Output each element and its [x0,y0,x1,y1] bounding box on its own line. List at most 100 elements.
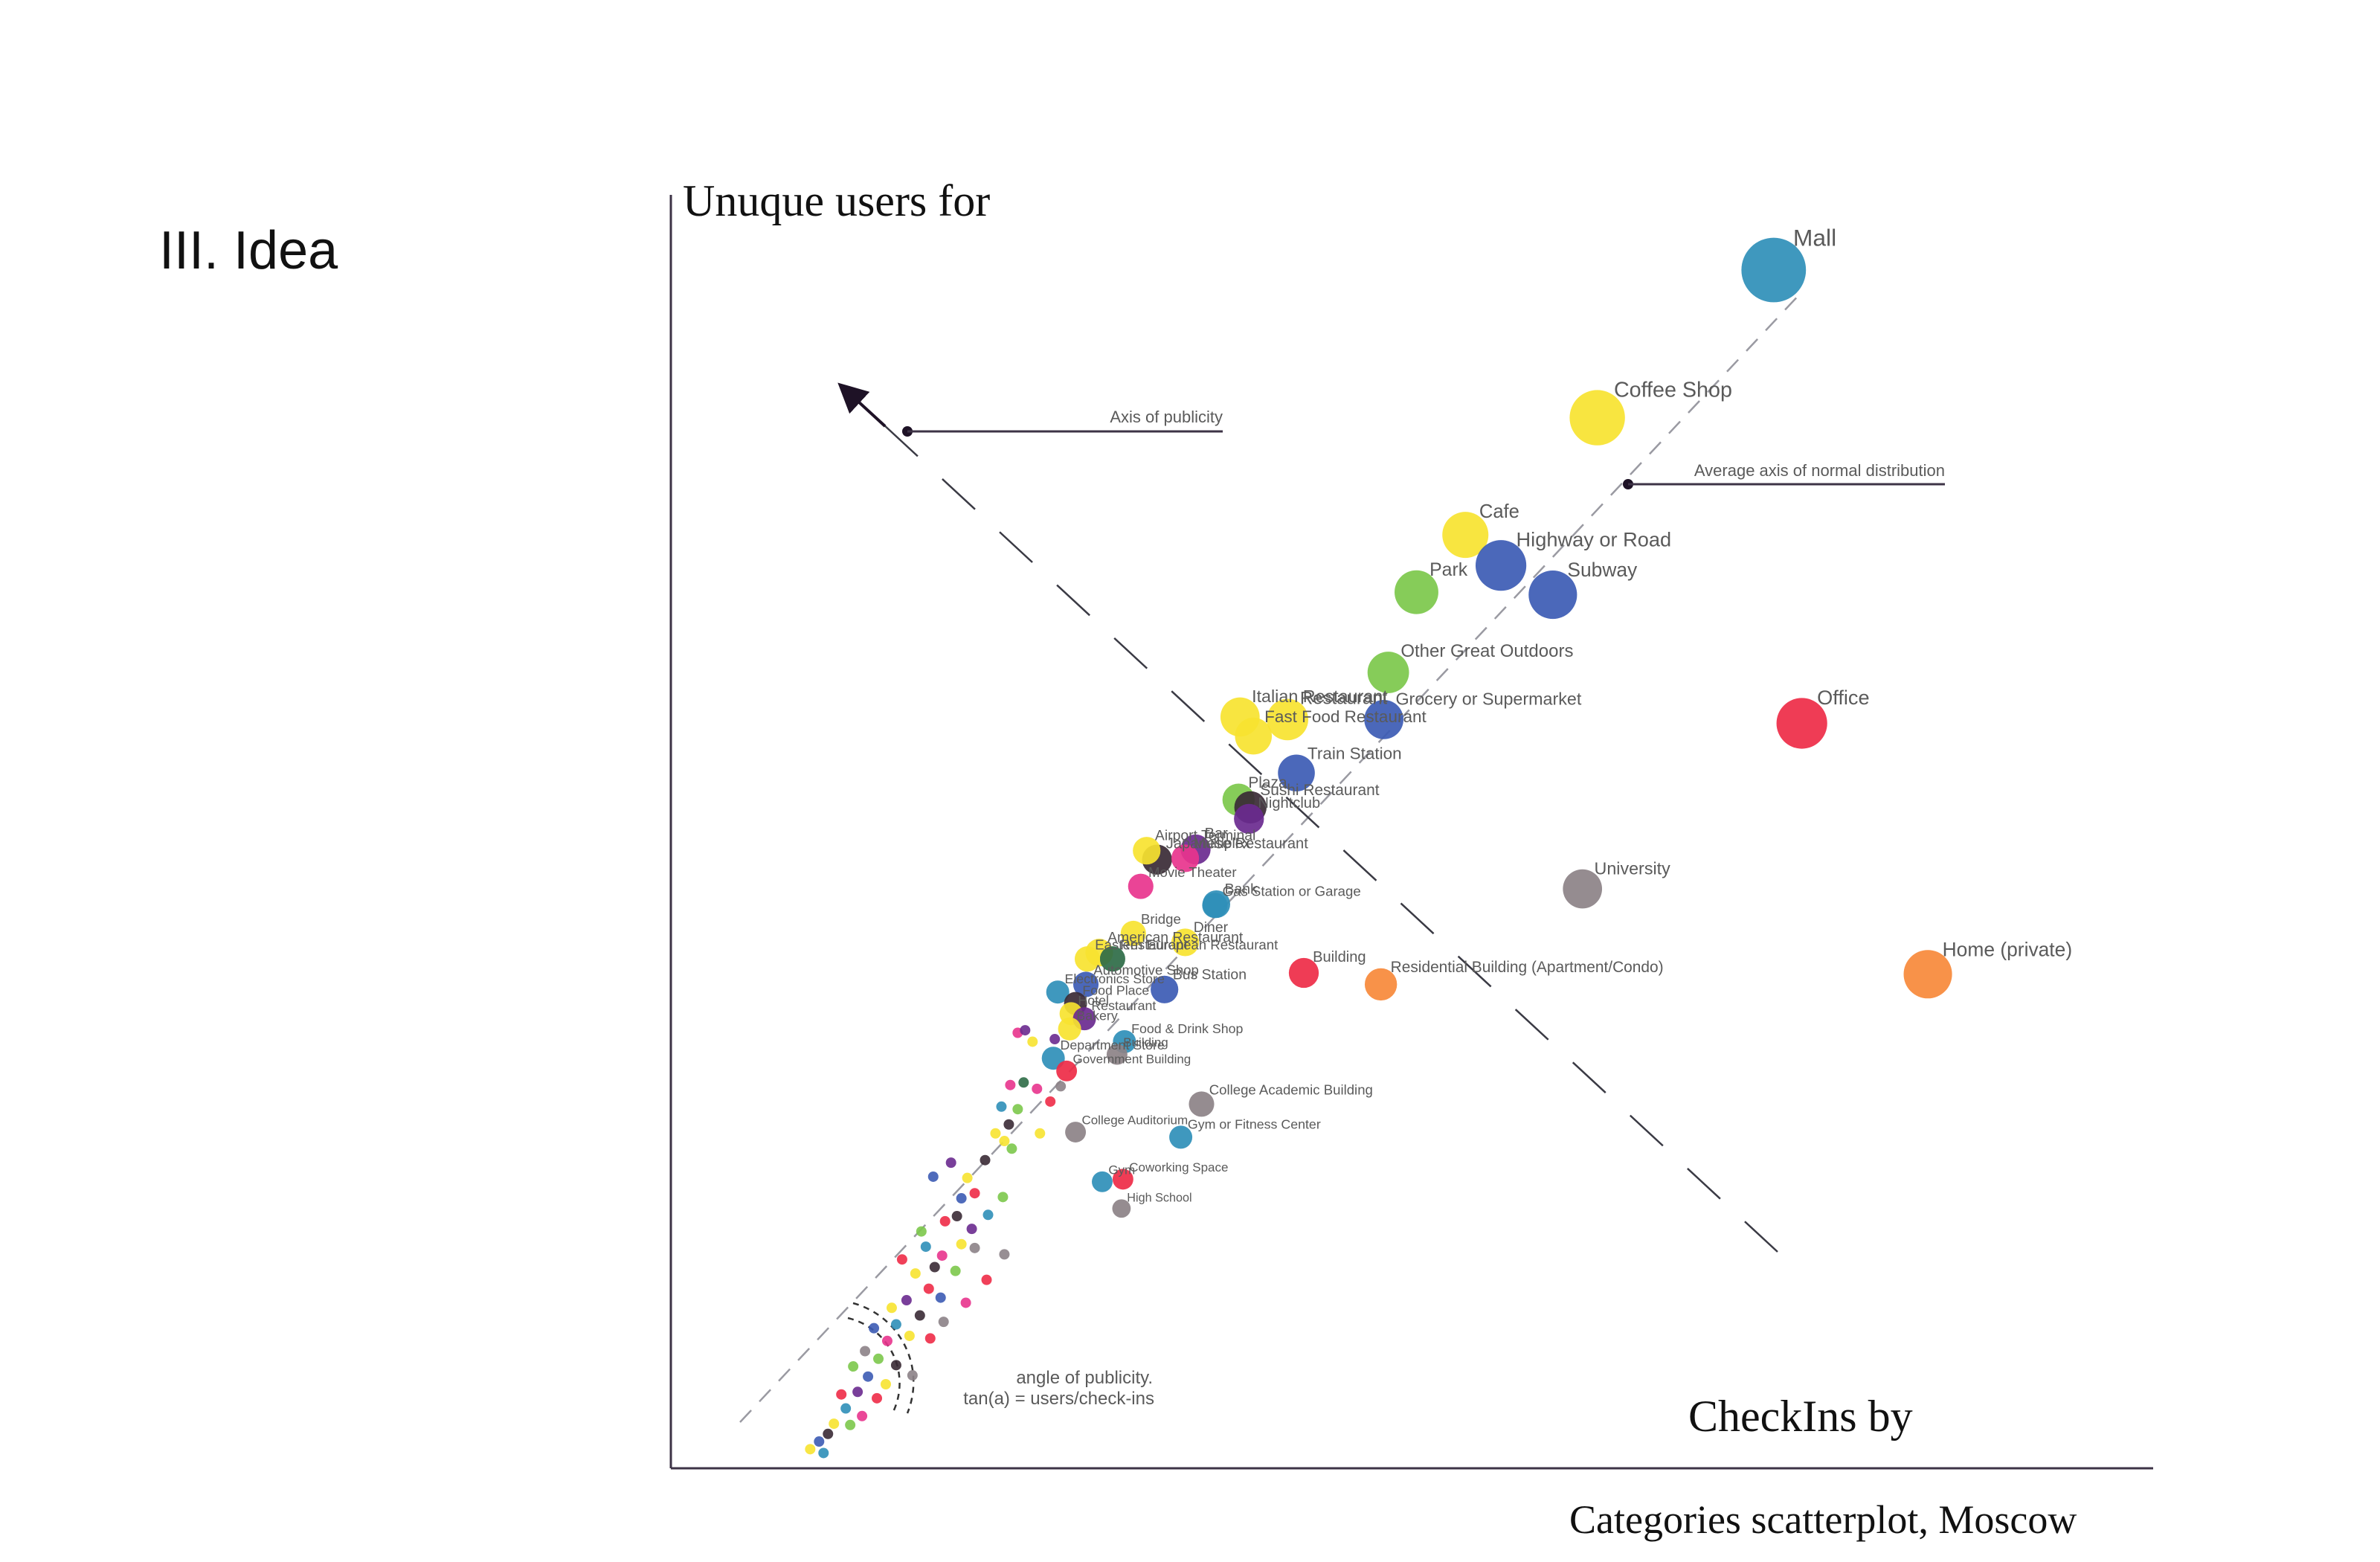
chart-caption: Categories scatterplot, Moscow [1569,1497,2077,1542]
data-label-government-building: Government Building [1073,1052,1191,1066]
data-point-minor [990,1128,1001,1139]
data-point-minor [945,1157,956,1169]
data-label-fast-food-restaurant: Fast Food Restaurant [1264,707,1427,726]
data-label-bar: Bar [1205,826,1229,842]
data-point-minor [927,1171,939,1182]
data-label-hotel: Hotel [1078,993,1109,1008]
data-point-minor [823,1428,834,1439]
data-point-multiplex [1171,844,1200,872]
data-point-minor [999,1249,1010,1260]
data-point-college-academic-building [1189,1091,1215,1117]
data-label-restaurant: Restaurant [1120,936,1189,952]
data-label-other-great-outdoors: Other Great Outdoors [1400,641,1573,661]
data-point-minor [805,1444,816,1455]
data-point-eastern-european-restaurant [1074,946,1101,972]
data-point-minor [969,1242,980,1253]
data-point-park [1395,570,1438,614]
data-point-fast-food-restaurant [1235,717,1273,755]
angle-label-line1: angle of publicity. [1016,1368,1153,1388]
data-label-diner: Diner [1194,919,1229,936]
publicity-axis-arrow [837,382,887,428]
data-point-minor [980,1154,991,1166]
data-point-automotive-shop [1072,971,1099,997]
data-point-gym [1092,1171,1113,1192]
data-point-minor [904,1330,915,1341]
data-label-bridge: Bridge [1141,911,1181,927]
data-label-building: Building [1313,949,1366,965]
data-point-minor [1045,1096,1056,1107]
data-point-minor [982,1209,994,1221]
data-label-college-academic-building: College Academic Building [1209,1082,1373,1098]
data-point-electronics-store [1046,980,1070,1004]
data-point-minor [910,1268,921,1279]
data-label-mall: Mall [1793,224,1836,251]
publicity-axis [862,405,1778,1253]
data-point-other-great-outdoors [1367,652,1409,693]
data-point-restaurant [1267,698,1308,741]
data-label-food-drink-shop: Food & Drink Shop [1131,1021,1243,1036]
data-point-minor [1003,1119,1014,1130]
data-point-minor [852,1386,863,1398]
data-label-highway-or-road: Highway or Road [1517,528,1672,551]
data-label-japanese-restaurant: Japanese Restaurant [1166,836,1308,852]
data-point-bridge [1120,920,1146,947]
y-axis-title: Unuque users for [683,176,991,225]
data-point-minor [873,1353,884,1364]
data-point-minor [1018,1077,1029,1088]
data-point-minor [1012,1104,1023,1115]
publicity-axis-label: Axis of publicity [1110,408,1223,426]
data-point-grocery-or-supermarket [1364,699,1403,739]
data-point-minor [929,1262,940,1273]
data-point-high-school [1112,1199,1131,1218]
data-label-coworking-space: Coworking Space [1129,1160,1228,1174]
data-label-gym-or-fitness-center: Gym or Fitness Center [1188,1116,1321,1131]
data-point-airport-terminal [1133,837,1161,865]
data-point-minor [956,1238,967,1250]
data-point-restaurant [1099,946,1125,972]
data-point-minor [872,1392,883,1404]
data-label-nightclub: Nightclub [1258,795,1320,811]
data-point-minor [914,1310,925,1321]
data-point-minor [951,1211,962,1222]
data-point-minor [840,1403,852,1414]
data-point-minor [1005,1079,1016,1090]
angle-arc-outer [852,1302,915,1414]
data-point-minor [880,1379,891,1390]
data-point-minor [890,1360,901,1371]
data-label-office: Office [1817,686,1870,709]
data-label-eastern-european-restaurant: Eastern European Restaurant [1095,936,1279,952]
data-label-building: Building [1123,1035,1168,1050]
data-point-minor [1027,1036,1038,1047]
data-label-residential-building-apartment-condo: Residential Building (Apartment/Condo) [1391,959,1664,976]
data-point-minor [1020,1025,1031,1036]
data-point-minor [966,1224,977,1235]
data-label-cafe: Cafe [1479,501,1519,522]
angle-label-line2: tan(a) = users/check-ins [963,1389,1154,1409]
data-label-sushi-restaurant: Sushi Restaurant [1260,782,1379,799]
data-point-minor [886,1302,897,1314]
normal-distribution-axis [739,289,1804,1423]
data-label-italian-restaurant: Italian Restaurant [1252,687,1388,706]
data-label-restaurant: Restaurant [1091,998,1156,1013]
data-point-minor [939,1215,951,1227]
data-label-subway: Subway [1567,559,1638,581]
data-label-multiplex: Multiplex [1194,835,1251,852]
data-point-minor [814,1436,825,1447]
angle-arc-inner [847,1317,901,1414]
data-label-bus-station: Bus Station [1173,966,1247,983]
data-point-minor [956,1193,967,1204]
data-point-minor [920,1241,931,1253]
data-point-minor [869,1322,880,1334]
data-label-gym: Gym [1108,1163,1135,1177]
data-point-bus-station [1151,975,1179,1003]
data-point-minor [863,1371,874,1382]
data-label-university: University [1595,858,1671,878]
data-point-home-private [1903,950,1952,999]
data-point-gym-or-fitness-center [1169,1125,1193,1149]
data-label-food-place: Food Place [1082,983,1149,997]
data-point-minor [845,1419,856,1430]
data-label-coffee-shop: Coffee Shop [1614,379,1732,402]
data-point-minor [881,1335,892,1346]
data-label-movie-theater: Movie Theater [1148,864,1237,880]
